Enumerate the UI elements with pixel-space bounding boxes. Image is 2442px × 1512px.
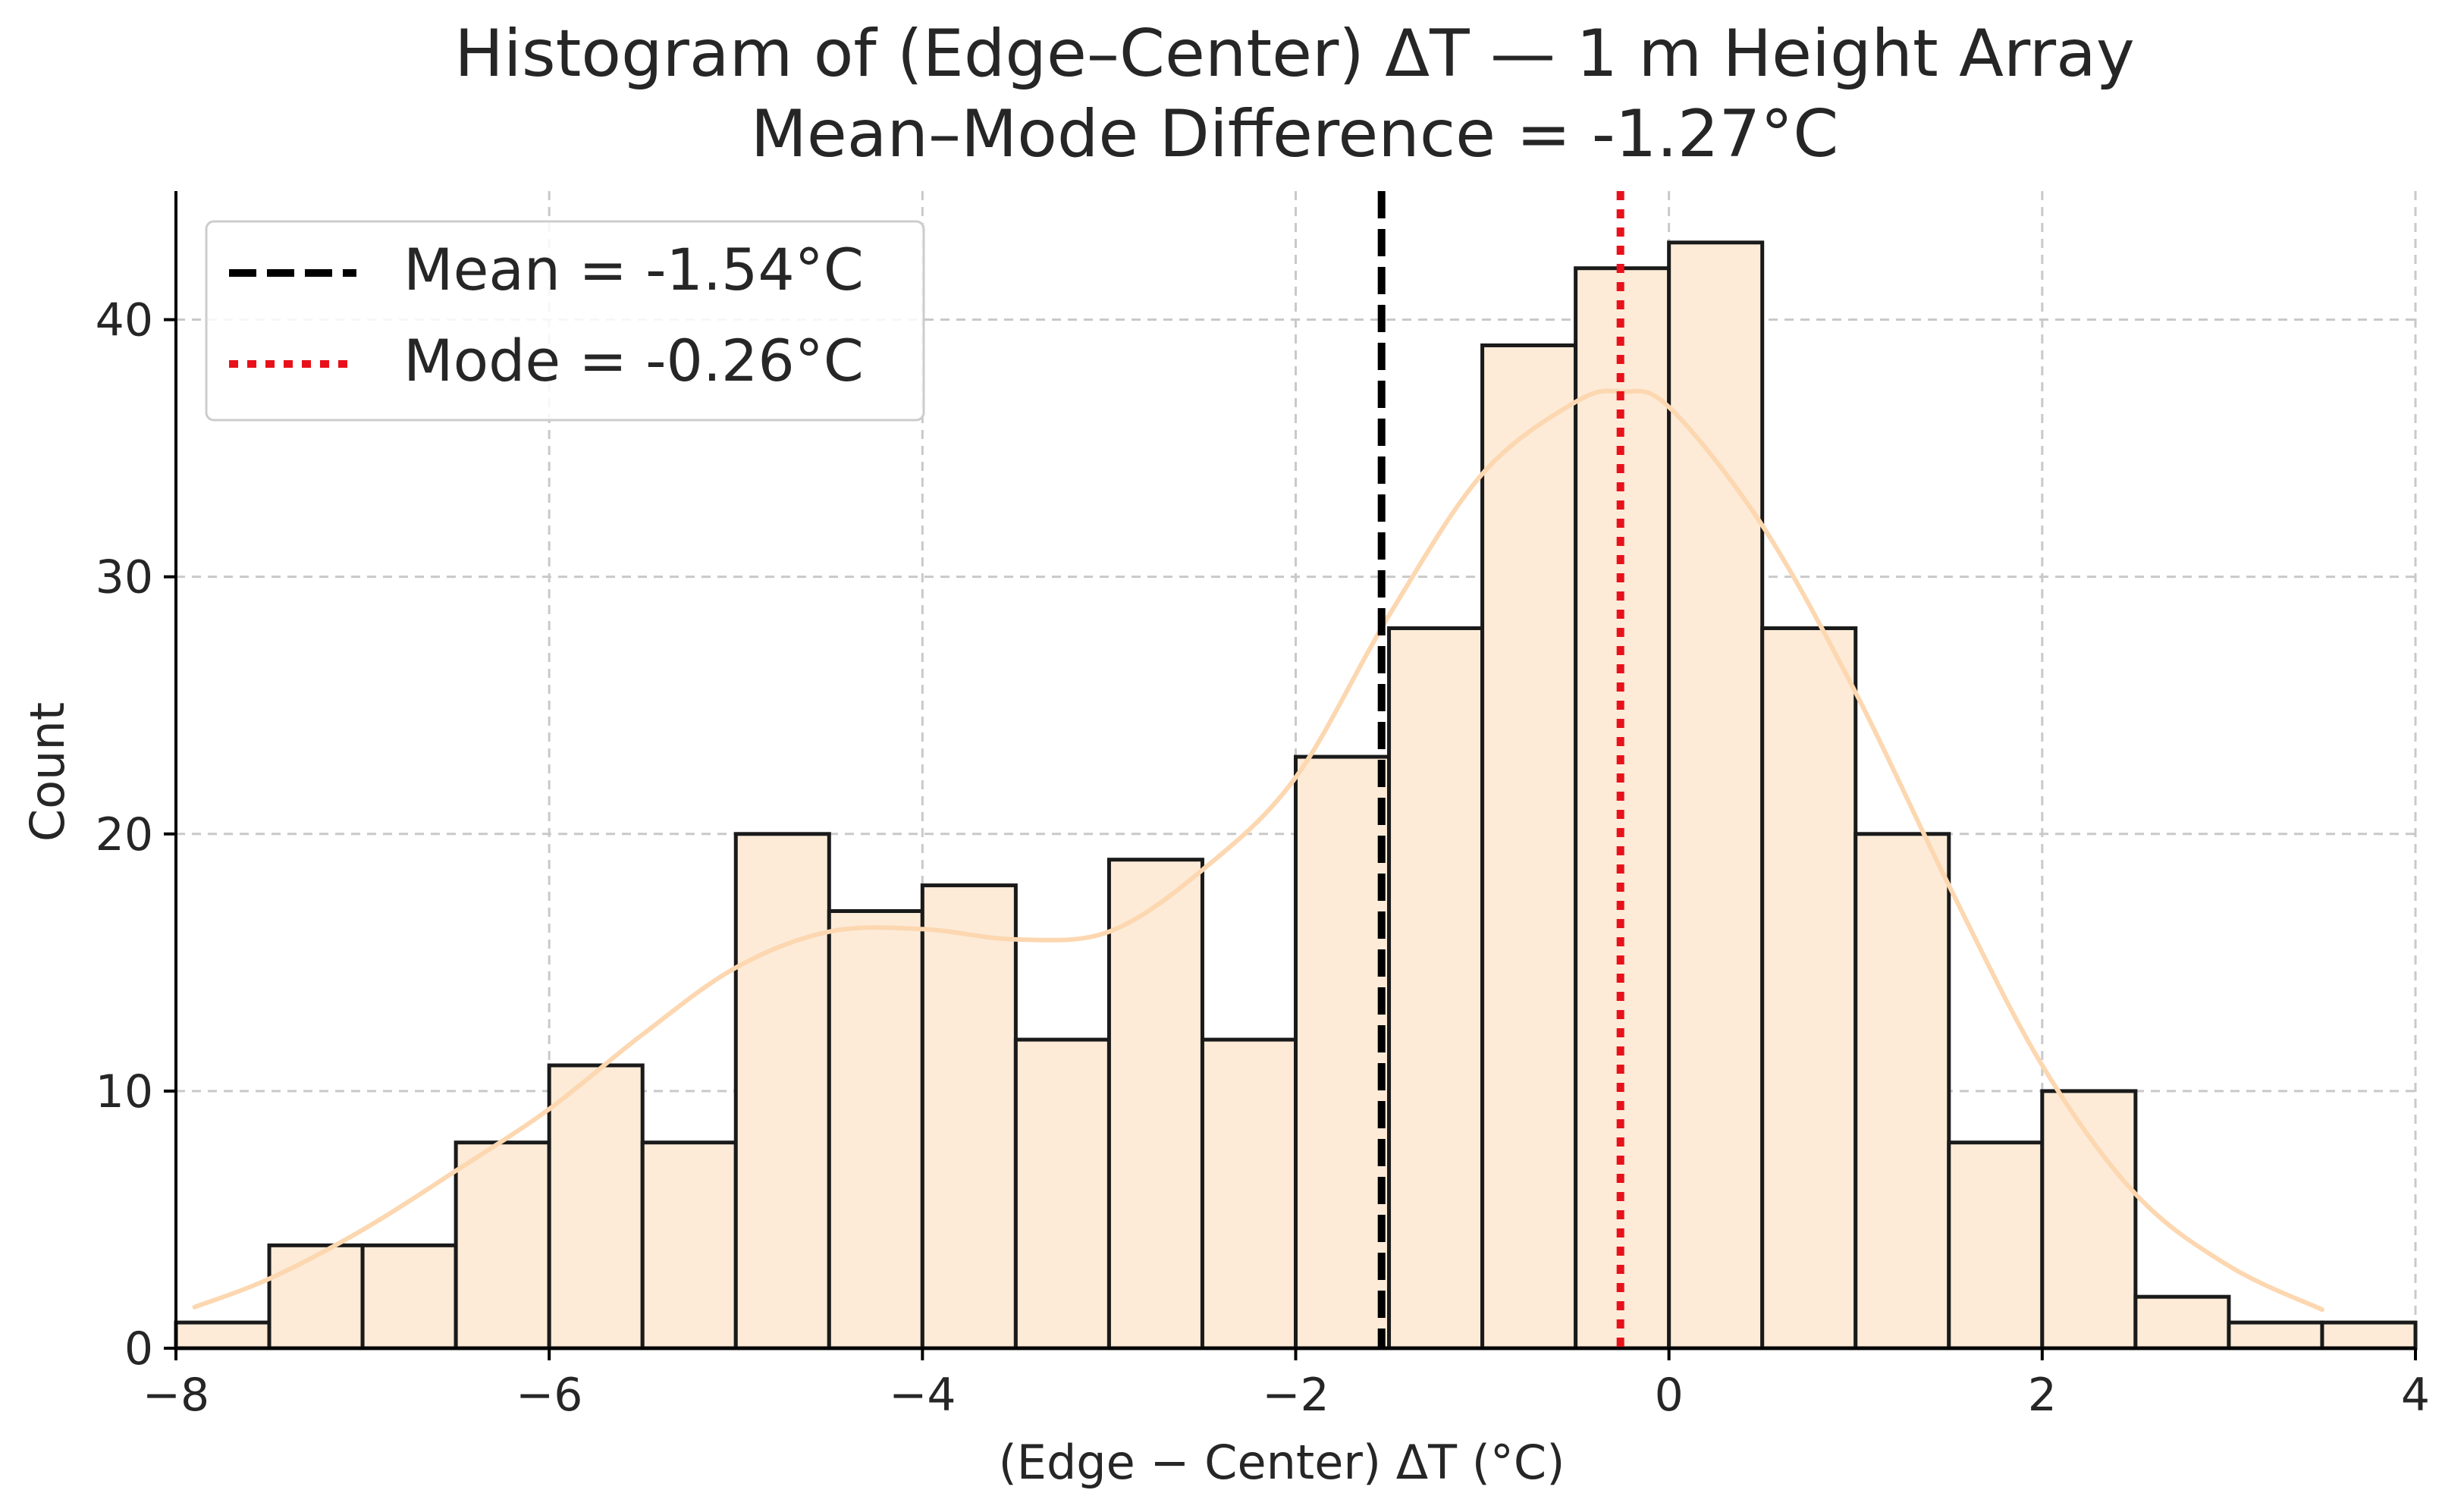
histogram-bar	[2227, 1320, 2324, 1350]
histogram-bar	[920, 883, 1018, 1350]
legend-box	[205, 220, 925, 422]
chart-title: Histogram of (Edge–Center) ΔT — 1 m Heig…	[454, 16, 2134, 92]
histogram-bar	[1667, 240, 1765, 1350]
legend: Mean = -1.54°C Mode = -0.26°C	[205, 220, 925, 422]
histogram-bar	[1853, 832, 1951, 1350]
reference-lines	[1377, 191, 1624, 1348]
x-tick-label: 2	[2028, 1369, 2057, 1422]
chart-subtitle: Mean–Mode Difference = -1.27°C	[751, 96, 1839, 172]
histogram-bars	[174, 240, 2418, 1350]
x-axis-label: (Edge − Center) ΔT (°C)	[999, 1435, 1565, 1490]
histogram-bar	[640, 1140, 738, 1350]
x-tick-label: −6	[516, 1369, 582, 1422]
histogram-bar	[1106, 858, 1204, 1350]
x-tick-label: 4	[2401, 1369, 2430, 1422]
histogram-bar	[1294, 754, 1392, 1350]
legend-mode-label: Mode = -0.26°C	[403, 327, 864, 394]
y-axis-label: Count	[20, 702, 75, 842]
histogram-bar	[2133, 1294, 2231, 1350]
x-tick-label: −2	[1262, 1369, 1329, 1422]
y-tick-label: 30	[96, 551, 153, 604]
x-tick-label: 0	[1655, 1369, 1684, 1422]
histogram-bar	[1387, 626, 1485, 1350]
x-tick-label: −4	[889, 1369, 956, 1422]
histogram-bar	[360, 1243, 458, 1350]
histogram-bar	[733, 832, 831, 1350]
kde-curve-group	[192, 388, 2324, 1313]
y-tick-label: 10	[96, 1065, 153, 1118]
histogram-bar	[267, 1243, 365, 1350]
histogram-bar	[454, 1140, 551, 1350]
kde-curve	[192, 388, 2324, 1313]
y-tick-label: 40	[96, 294, 153, 347]
y-tick-label: 20	[96, 808, 153, 861]
histogram-bar	[1013, 1037, 1111, 1350]
y-tick-label: 0	[124, 1322, 153, 1376]
histogram-bar	[1480, 343, 1578, 1350]
legend-mean-label: Mean = -1.54°C	[403, 236, 864, 303]
histogram-bar	[2040, 1089, 2138, 1350]
histogram-bar	[174, 1320, 272, 1350]
histogram-bar	[547, 1063, 645, 1350]
histogram-bar	[1760, 626, 1858, 1350]
histogram-bar	[827, 909, 924, 1350]
x-tick-label: −8	[143, 1369, 209, 1422]
histogram-bar	[1200, 1037, 1298, 1350]
histogram-bar	[2320, 1320, 2418, 1350]
histogram-bar	[1947, 1140, 2045, 1350]
